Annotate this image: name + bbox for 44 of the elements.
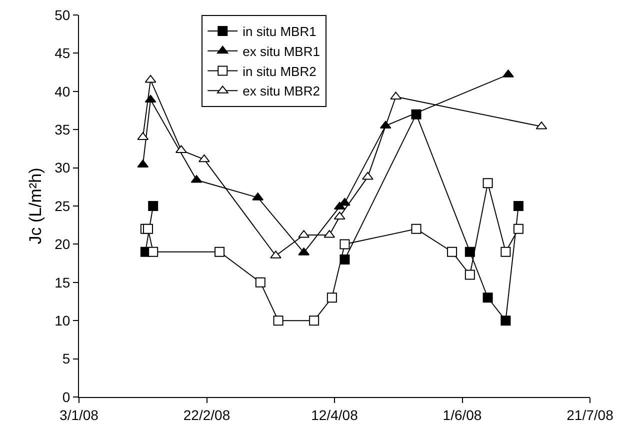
legend-label: in situ MBR1 bbox=[242, 24, 316, 40]
legend-label: ex situ MBR2 bbox=[242, 84, 320, 99]
point bbox=[464, 270, 475, 280]
x-tick-label: 12/4/08 bbox=[311, 406, 358, 423]
legend-label: in situ MBR2 bbox=[242, 64, 316, 79]
point bbox=[340, 239, 350, 250]
y-tick-label: 40 bbox=[54, 83, 70, 100]
y-tick-label: 15 bbox=[54, 274, 70, 290]
point bbox=[482, 292, 493, 303]
y-tick-label: 10 bbox=[54, 312, 70, 328]
point bbox=[144, 74, 156, 83]
y-tick-label: 5 bbox=[62, 350, 70, 367]
point bbox=[214, 246, 225, 257]
y-tick-label: 50 bbox=[54, 6, 70, 23]
point bbox=[326, 292, 337, 303]
point bbox=[144, 94, 156, 103]
x-tick-label: 3/1/08 bbox=[60, 406, 99, 423]
point bbox=[500, 246, 511, 257]
y-tick-label: 45 bbox=[54, 45, 70, 62]
point bbox=[513, 201, 524, 211]
point bbox=[500, 316, 511, 326]
x-tick-label: 21/7/08 bbox=[566, 406, 614, 423]
x-tick-label: 1/6/08 bbox=[442, 406, 482, 423]
point bbox=[339, 198, 350, 206]
y-tick-label: 20 bbox=[54, 236, 70, 252]
y-tick-label: 35 bbox=[54, 122, 70, 138]
y-tick-label: 30 bbox=[54, 160, 70, 176]
y-tick-label: 25 bbox=[54, 198, 70, 214]
point bbox=[362, 172, 374, 180]
point bbox=[198, 154, 210, 162]
point bbox=[464, 246, 475, 257]
point bbox=[273, 316, 284, 326]
y-axis-title: Jc (L/m²h) bbox=[26, 168, 46, 244]
y-tick-label: 0 bbox=[62, 388, 70, 405]
point bbox=[340, 254, 350, 264]
point bbox=[447, 246, 458, 257]
x-tick-label: 22/2/08 bbox=[183, 406, 230, 423]
point bbox=[513, 224, 524, 234]
point bbox=[411, 109, 422, 120]
point bbox=[482, 178, 493, 188]
point bbox=[411, 224, 422, 234]
point bbox=[309, 316, 320, 326]
legend-label: ex situ MBR1 bbox=[242, 44, 320, 59]
point bbox=[255, 277, 266, 288]
